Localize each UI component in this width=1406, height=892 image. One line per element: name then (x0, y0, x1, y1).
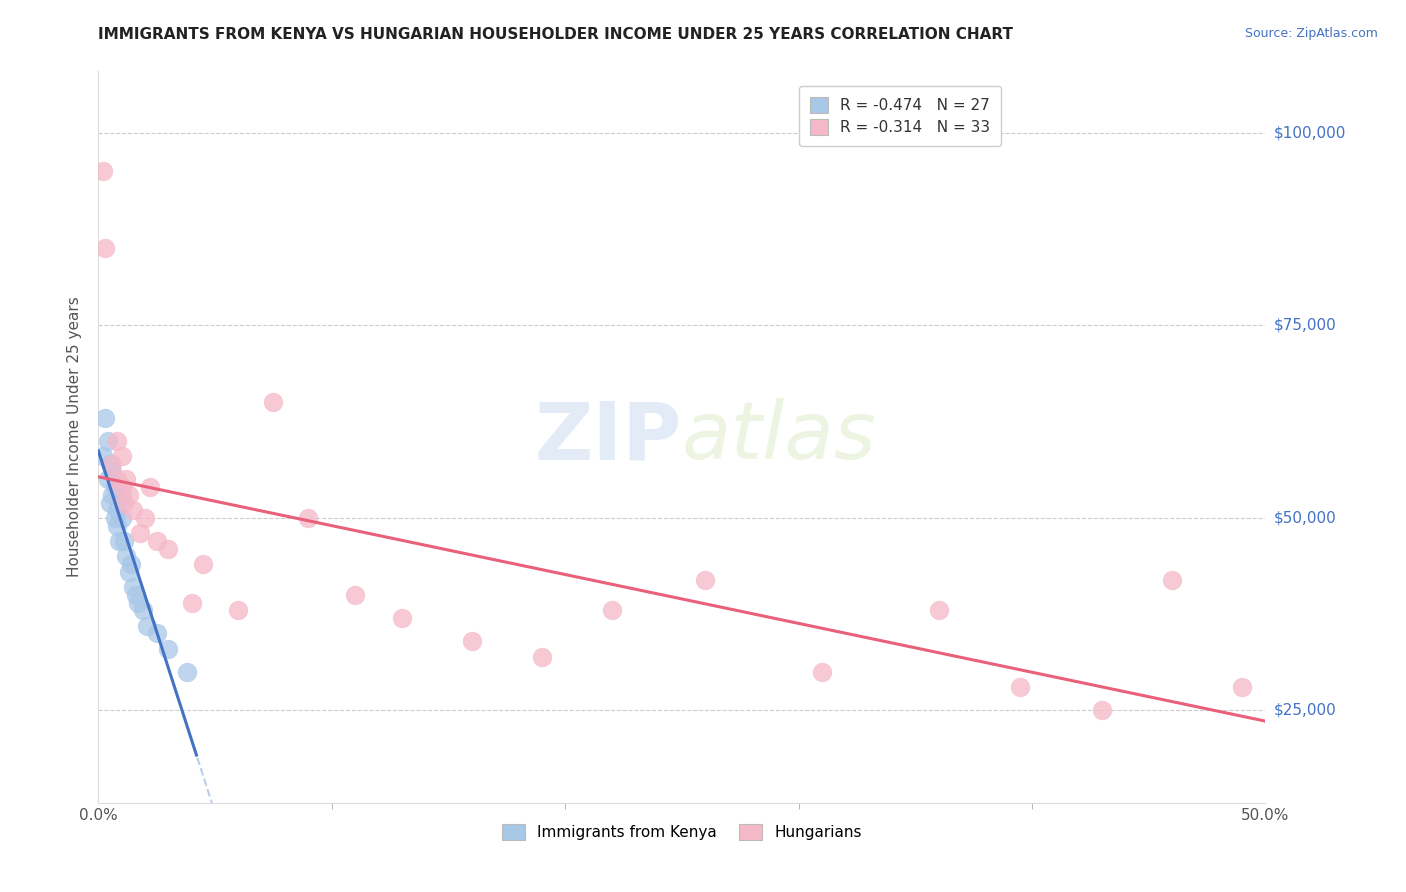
Point (111, 488, 134, 502)
Point (1010, 681, 1032, 695)
Point (1161, 573, 1184, 587)
Point (811, 665, 834, 679)
Point (111, 480, 134, 494)
Point (94, 242, 117, 256)
Point (104, 480, 127, 494)
Text: $25,000: $25,000 (1274, 703, 1337, 718)
Point (94, 410, 117, 425)
Point (176, 665, 198, 679)
Point (101, 457, 124, 471)
Point (228, 603, 250, 617)
Point (928, 603, 950, 617)
Text: atlas: atlas (682, 398, 877, 476)
Point (122, 580, 145, 594)
Point (600, 603, 623, 617)
Point (297, 511, 319, 525)
Point (105, 518, 128, 533)
Point (139, 480, 162, 494)
Point (105, 472, 128, 486)
Point (101, 488, 124, 502)
Point (157, 641, 180, 656)
Point (146, 626, 169, 640)
Point (180, 596, 202, 610)
Point (461, 634, 484, 648)
Point (134, 511, 156, 525)
Point (98, 457, 121, 471)
Text: ZIP: ZIP (534, 398, 682, 476)
Point (112, 495, 135, 509)
Point (391, 611, 413, 625)
Point (695, 573, 717, 587)
Point (115, 549, 138, 564)
Point (104, 511, 127, 525)
Point (105, 503, 128, 517)
Text: $50,000: $50,000 (1274, 510, 1337, 525)
Point (1091, 703, 1114, 717)
Point (146, 534, 169, 549)
Y-axis label: Householder Income Under 25 years: Householder Income Under 25 years (67, 297, 83, 577)
Point (112, 534, 135, 549)
Point (115, 472, 138, 486)
Text: $100,000: $100,000 (1274, 126, 1346, 140)
Point (120, 557, 142, 571)
Point (101, 465, 124, 479)
Text: $75,000: $75,000 (1274, 318, 1337, 333)
Point (129, 526, 152, 541)
Point (136, 618, 159, 632)
Point (118, 488, 141, 502)
Point (1230, 681, 1253, 695)
Point (108, 534, 131, 549)
Point (125, 588, 148, 602)
Point (344, 588, 367, 602)
Point (122, 503, 145, 517)
Point (91, 450, 114, 464)
Point (118, 565, 141, 579)
Text: IMMIGRANTS FROM KENYA VS HUNGARIAN HOUSEHOLDER INCOME UNDER 25 YEARS CORRELATION: IMMIGRANTS FROM KENYA VS HUNGARIAN HOUSE… (98, 27, 1014, 42)
Point (530, 649, 553, 664)
Text: Source: ZipAtlas.com: Source: ZipAtlas.com (1244, 27, 1378, 40)
Point (97, 472, 120, 486)
Point (127, 596, 149, 610)
Point (98, 495, 121, 509)
Point (132, 603, 155, 617)
Point (111, 511, 134, 525)
Point (105, 434, 128, 448)
Legend: Immigrants from Kenya, Hungarians: Immigrants from Kenya, Hungarians (495, 818, 869, 847)
Point (91, 164, 114, 178)
Point (157, 541, 180, 556)
Point (111, 450, 134, 464)
Point (193, 557, 215, 571)
Point (97, 434, 120, 448)
Point (262, 395, 284, 409)
